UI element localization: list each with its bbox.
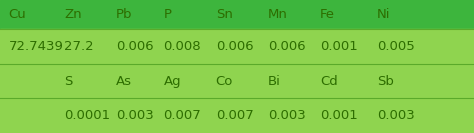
Text: Sb: Sb bbox=[377, 75, 394, 88]
Text: 0.006: 0.006 bbox=[216, 40, 253, 53]
Text: Sn: Sn bbox=[216, 8, 233, 21]
Bar bbox=[0, 64, 474, 98]
Text: Pb: Pb bbox=[116, 8, 133, 21]
Text: 0.003: 0.003 bbox=[268, 109, 306, 122]
Text: 0.006: 0.006 bbox=[116, 40, 154, 53]
Bar bbox=[0, 98, 474, 133]
Bar bbox=[0, 0, 474, 29]
Text: 0.003: 0.003 bbox=[116, 109, 154, 122]
Text: Co: Co bbox=[216, 75, 233, 88]
Text: P: P bbox=[164, 8, 172, 21]
Text: Ag: Ag bbox=[164, 75, 181, 88]
Bar bbox=[0, 29, 474, 64]
Text: 0.008: 0.008 bbox=[164, 40, 201, 53]
Text: Mn: Mn bbox=[268, 8, 288, 21]
Text: S: S bbox=[64, 75, 73, 88]
Text: 0.003: 0.003 bbox=[377, 109, 415, 122]
Text: Ni: Ni bbox=[377, 8, 390, 21]
Text: Bi: Bi bbox=[268, 75, 281, 88]
Text: Cu: Cu bbox=[9, 8, 26, 21]
Text: As: As bbox=[116, 75, 132, 88]
Text: Cd: Cd bbox=[320, 75, 337, 88]
Text: 72.7439: 72.7439 bbox=[9, 40, 64, 53]
Text: Zn: Zn bbox=[64, 8, 82, 21]
Text: 0.0001: 0.0001 bbox=[64, 109, 110, 122]
Text: 0.001: 0.001 bbox=[320, 40, 358, 53]
Text: 0.007: 0.007 bbox=[164, 109, 201, 122]
Text: 27.2: 27.2 bbox=[64, 40, 94, 53]
Text: 0.001: 0.001 bbox=[320, 109, 358, 122]
Text: 0.007: 0.007 bbox=[216, 109, 254, 122]
Text: 0.005: 0.005 bbox=[377, 40, 415, 53]
Text: Fe: Fe bbox=[320, 8, 335, 21]
Text: 0.006: 0.006 bbox=[268, 40, 305, 53]
